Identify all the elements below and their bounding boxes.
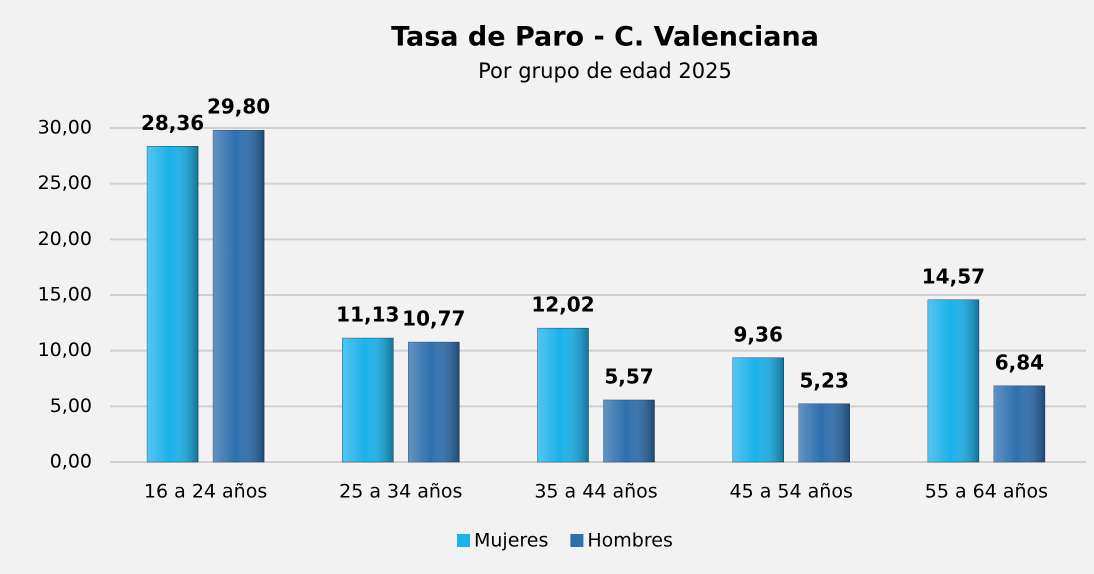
value-label: 10,77 xyxy=(402,307,465,331)
x-tick-label: 16 a 24 años xyxy=(144,481,267,503)
x-tick-label: 45 a 54 años xyxy=(730,481,853,503)
legend-swatch xyxy=(457,534,470,547)
y-tick-label: 10,00 xyxy=(38,339,92,361)
bar-shade xyxy=(537,328,589,462)
value-label: 5,23 xyxy=(800,368,849,392)
bar-shade xyxy=(603,399,655,462)
x-tick-label: 25 a 34 años xyxy=(339,481,462,503)
bar-shade xyxy=(732,357,784,462)
x-tick-label: 35 a 44 años xyxy=(534,481,657,503)
y-tick-label: 0,00 xyxy=(50,451,92,473)
bar-shade xyxy=(927,299,979,462)
value-label: 29,80 xyxy=(207,95,270,119)
y-tick-label: 5,00 xyxy=(50,395,92,417)
bar-shade xyxy=(213,130,265,462)
x-tick-label: 55 a 64 años xyxy=(925,481,1048,503)
chart-subtitle: Por grupo de edad 2025 xyxy=(478,59,732,83)
legend-label: Hombres xyxy=(587,530,672,552)
chart-title: Tasa de Paro - C. Valenciana xyxy=(391,22,819,53)
legend-swatch xyxy=(570,534,584,547)
value-label: 12,02 xyxy=(531,293,594,317)
value-label: 11,13 xyxy=(336,303,399,327)
bar-shade xyxy=(408,342,460,462)
bar-shade xyxy=(993,385,1045,462)
bar-shade xyxy=(798,403,850,462)
y-tick-label: 30,00 xyxy=(38,117,92,139)
bar-shade xyxy=(342,338,394,462)
value-label: 5,57 xyxy=(604,364,653,388)
legend-label: Mujeres xyxy=(474,530,548,552)
y-tick-label: 15,00 xyxy=(38,284,92,306)
bar-shade xyxy=(147,146,199,462)
value-label: 14,57 xyxy=(922,264,985,288)
value-label: 9,36 xyxy=(734,322,783,346)
value-label: 28,36 xyxy=(141,111,204,135)
y-tick-label: 20,00 xyxy=(38,228,92,250)
value-label: 6,84 xyxy=(995,350,1044,374)
y-tick-label: 25,00 xyxy=(38,172,92,194)
